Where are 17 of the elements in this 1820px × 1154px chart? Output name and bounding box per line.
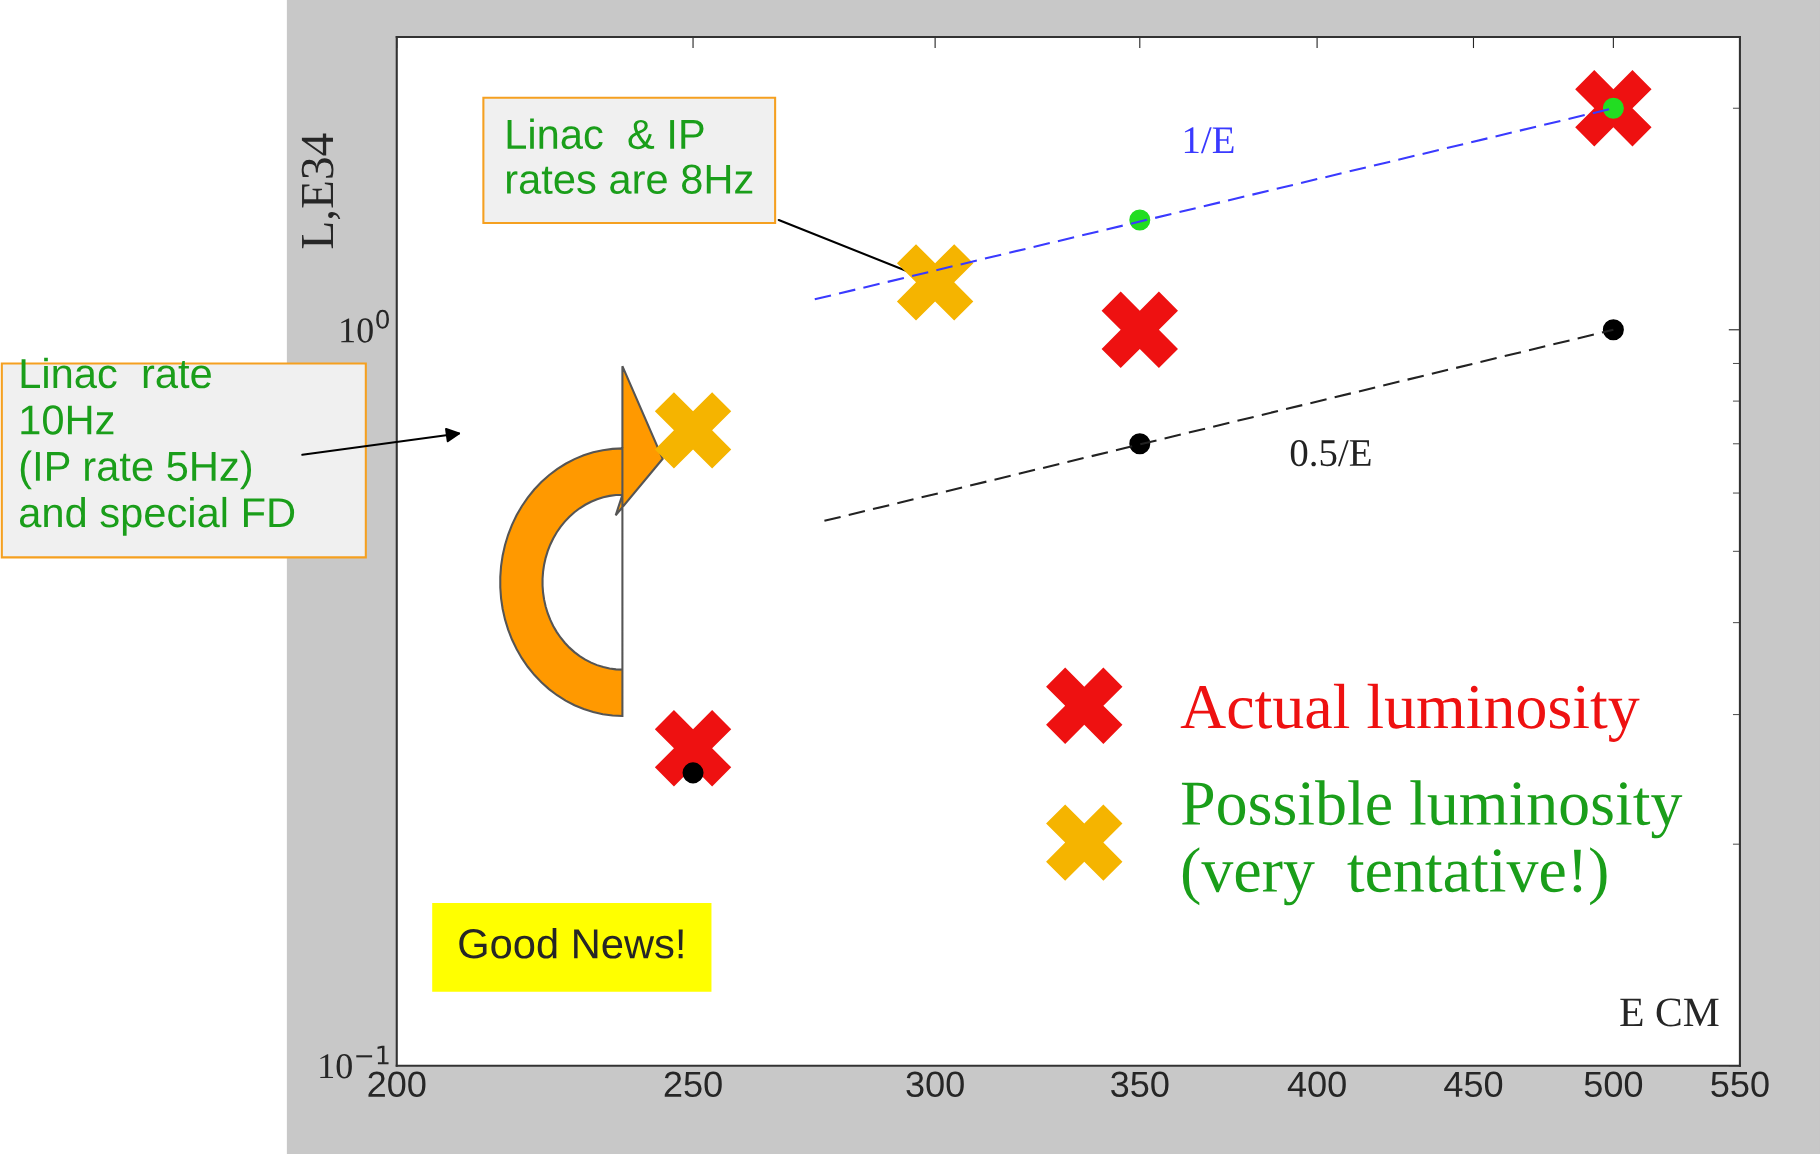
x-tick-label: 400 xyxy=(1287,1071,1346,1098)
x-tick-label: 250 xyxy=(664,1071,722,1098)
legend-label: Actual luminosity xyxy=(1180,683,1640,742)
x-tick-label: 550 xyxy=(1711,1071,1769,1098)
series-label: 1/E xyxy=(1184,127,1234,154)
x-axis-title: E CM xyxy=(1620,998,1719,1027)
x-tick-label: 350 xyxy=(1111,1071,1169,1098)
annotation: Linac & IP rates are 8Hz xyxy=(506,118,753,195)
y-tick-label: 10$^{0}$ xyxy=(341,309,389,343)
annotation: Good News! xyxy=(459,927,683,959)
series-label: 0.5/E xyxy=(1290,439,1371,467)
x-tick-label: 450 xyxy=(1444,1071,1503,1098)
x-tick-label: 500 xyxy=(1584,1071,1643,1098)
text: Linac rate 10Hz (IP rate 5Hz) and special FD xyxy=(19,357,295,536)
legend-label: Possible luminosity (very tentative!) xyxy=(1181,780,1683,906)
y-axis-title: L,E34 xyxy=(301,133,341,249)
x-tick-label: 300 xyxy=(906,1071,964,1098)
